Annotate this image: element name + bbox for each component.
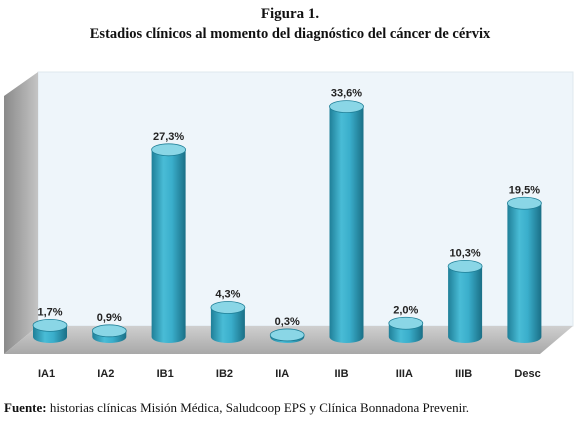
category-label: IB1: [157, 368, 174, 380]
bar-top: [447, 259, 483, 273]
category-label: IIA: [275, 368, 289, 380]
category-label: IIB: [335, 368, 349, 380]
category-label: IIIB: [455, 368, 472, 380]
bar-chart: 1,7% 0,9% 27,3% 4,3% 0,3% 33,6% 2,0% 10,3% 19,5%…: [4, 71, 574, 380]
bar-ib2: [210, 301, 246, 343]
bar-top: [507, 196, 542, 210]
bar-iiib: [447, 259, 483, 343]
bar-body: [507, 203, 542, 343]
chart-back-wall: [37, 71, 574, 327]
value-label: 0,3%: [275, 316, 300, 328]
bar-iiia: [388, 316, 424, 343]
bar-top: [32, 318, 68, 332]
bar-ia2: [91, 324, 127, 343]
chart-side-wall: [4, 72, 38, 354]
value-label: 33,6%: [331, 88, 362, 100]
bar-iib: [329, 100, 364, 343]
bar-body: [151, 149, 186, 343]
bar-ib1: [151, 143, 187, 343]
bar-ia1: [32, 318, 68, 343]
bar-body: [329, 106, 364, 343]
source-label: Fuente:: [4, 400, 47, 415]
bar-body: [448, 266, 483, 343]
value-label: 27,3%: [153, 131, 184, 143]
source-text: historias clínicas Misión Médica, Saludc…: [46, 400, 470, 415]
value-label: 1,7%: [37, 306, 62, 318]
value-label: 4,3%: [215, 289, 240, 301]
figure-title: Figura 1.: [260, 6, 320, 22]
category-label: IIIA: [396, 368, 413, 380]
category-label: IA2: [97, 368, 114, 380]
category-label: IB2: [216, 368, 233, 380]
category-label: IA1: [38, 368, 55, 380]
bar-top: [91, 324, 127, 338]
figure-subtitle: Estadios clínicos al momento del diagnós…: [89, 26, 491, 42]
bar-top: [210, 301, 246, 314]
bar-top: [151, 143, 187, 157]
value-label: 10,3%: [449, 247, 480, 259]
bar-top: [388, 316, 424, 330]
bar-top: [329, 100, 364, 113]
category-label: Desc: [514, 368, 540, 380]
value-label: 2,0%: [393, 304, 418, 316]
source-note: Fuente: historias clínicas Misión Médica…: [4, 400, 469, 416]
bar-iia: [269, 328, 305, 343]
bar-body: [210, 307, 245, 343]
value-label: 0,9%: [97, 312, 122, 324]
bar-top: [269, 328, 305, 342]
bar-desc: [507, 196, 542, 343]
value-label: 19,5%: [509, 184, 540, 196]
